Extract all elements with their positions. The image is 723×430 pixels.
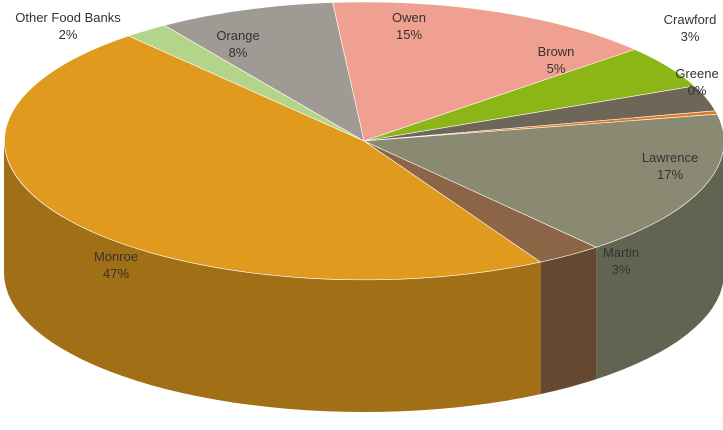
pie-slice-monroe (4, 35, 542, 281)
slice-label-greene: Greene (675, 66, 718, 81)
pie-labels: Owen 15% Brown 5% Crawford 3% Greene 0% Lawrence… (15, 10, 718, 281)
slice-label-martin: Martin (603, 245, 639, 260)
pie-tops (4, 1, 723, 281)
slice-label-crawford: Crawford (664, 12, 717, 27)
slice-label-orange: Orange (216, 28, 259, 43)
pie-sides (4, 141, 723, 412)
slice-pct-orange: 8% (229, 45, 248, 60)
pie-slice-orange (163, 2, 365, 142)
slice-pct-lawrence: 17% (657, 167, 683, 182)
slice-pct-greene: 0% (688, 83, 707, 98)
pie-side-lawrence (596, 150, 723, 380)
pie-side-monroe (4, 141, 541, 412)
slice-pct-monroe: 47% (103, 266, 129, 281)
pie-slice-lawrence (363, 113, 723, 248)
slice-label-lawrence: Lawrence (642, 150, 698, 165)
slice-pct-brown: 5% (547, 61, 566, 76)
slice-label-other-food-banks: Other Food Banks (15, 10, 121, 25)
slice-pct-owen: 15% (396, 27, 422, 42)
slice-pct-other-food-banks: 2% (59, 27, 78, 42)
pie-side-martin (540, 247, 597, 395)
slice-label-monroe: Monroe (94, 249, 138, 264)
slice-pct-martin: 3% (612, 262, 631, 277)
slice-label-owen: Owen (392, 10, 426, 25)
slice-pct-crawford: 3% (681, 29, 700, 44)
pie-slice-owen (332, 1, 636, 142)
slice-label-brown: Brown (538, 44, 575, 59)
